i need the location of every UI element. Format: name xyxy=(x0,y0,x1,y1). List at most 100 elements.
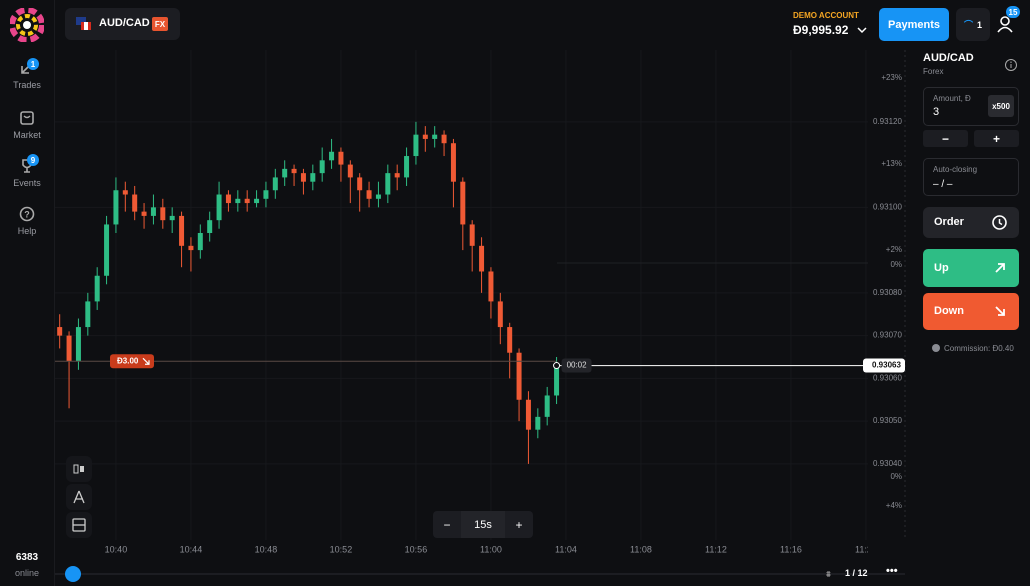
signal-icon: ⌒ xyxy=(963,20,973,30)
x-tick-label: 11:00 xyxy=(480,544,502,554)
x-tick-label: 10:48 xyxy=(255,544,278,554)
payout-label: +23% xyxy=(881,73,902,82)
icon: ? xyxy=(19,206,35,222)
amount-label: Amount, Đ xyxy=(933,94,971,103)
auto-label: Auto-closing xyxy=(933,165,978,174)
profile-badge: 15 xyxy=(1006,6,1020,18)
candle-body xyxy=(460,181,466,225)
info-icon[interactable] xyxy=(1004,58,1018,72)
payments-button[interactable]: Payments xyxy=(879,8,949,41)
payout-label: 0% xyxy=(890,472,902,481)
amount: 3 xyxy=(933,106,940,118)
price-dot xyxy=(553,362,561,370)
chevron[interactable] xyxy=(857,26,867,34)
auto-value: – / – xyxy=(933,179,953,190)
candle-body xyxy=(57,327,63,336)
candle-body xyxy=(85,301,91,328)
trade-amount: Đ3.00 xyxy=(117,356,139,365)
plus-button[interactable]: + xyxy=(974,130,1019,147)
candle-body xyxy=(113,190,119,225)
trade-badge xyxy=(110,354,154,369)
candle-body xyxy=(310,173,316,182)
y-tick-label: 0.93040 xyxy=(873,459,902,468)
auto-closing[interactable]: Auto-closing – / – xyxy=(923,158,1019,196)
candle-body xyxy=(329,151,335,161)
candle-body xyxy=(216,194,222,221)
nav-badge: 9 xyxy=(27,154,39,166)
candle-body xyxy=(516,352,522,400)
timeframe-minus[interactable]: − xyxy=(443,517,451,532)
nav-events[interactable]: Events 9 xyxy=(0,154,54,188)
pager-icon[interactable]: ⩩ xyxy=(826,569,831,579)
candle-body xyxy=(404,156,410,178)
payout-label: +13% xyxy=(881,159,902,168)
down-button[interactable]: Down xyxy=(923,293,1019,330)
candles xyxy=(57,121,560,464)
more-button[interactable]: ••• xyxy=(886,565,898,577)
nav-label: Help xyxy=(17,226,37,236)
sidebar: Trades 1 Market Events 9 ? Help 6383 onl… xyxy=(0,0,55,586)
timeframe-plus[interactable]: + xyxy=(515,517,523,532)
candle-body xyxy=(357,177,363,191)
candle-body xyxy=(132,194,138,212)
tool-candles[interactable] xyxy=(66,456,92,482)
candle-body xyxy=(441,134,447,144)
nav-help[interactable]: ? Help xyxy=(0,204,54,236)
pair-badge: FX xyxy=(152,17,168,31)
candle-body xyxy=(488,271,494,302)
multiplier[interactable]: x500 xyxy=(988,95,1014,117)
candle-body xyxy=(469,224,475,246)
icon xyxy=(20,111,34,125)
y-tick-label: 0.93120 xyxy=(873,117,902,126)
candle-body xyxy=(394,173,400,178)
minus-button[interactable]: − xyxy=(923,130,968,147)
candle-body xyxy=(263,190,269,199)
candle-body xyxy=(141,211,147,216)
tool-layout[interactable] xyxy=(66,512,92,538)
info-icon xyxy=(932,344,940,352)
order-button[interactable]: Order xyxy=(923,207,1019,238)
x-tick-label: 10:44 xyxy=(180,544,203,554)
candle-body xyxy=(66,335,72,362)
payout-label: +4% xyxy=(886,501,902,510)
icon xyxy=(73,464,84,474)
asset-selector[interactable]: AUD/CAD FX xyxy=(65,8,180,40)
x-tick-label: 10:40 xyxy=(105,544,128,554)
nav-market[interactable]: Market xyxy=(0,108,54,140)
amount-field[interactable]: Amount, Đ 3 x500 xyxy=(923,87,1019,126)
down-arrow xyxy=(995,306,1005,316)
icon xyxy=(72,518,86,532)
nav-badge: 1 xyxy=(27,58,39,70)
candle-body xyxy=(94,275,100,302)
logo[interactable] xyxy=(10,8,44,42)
candle-body xyxy=(413,134,419,157)
candle-body xyxy=(366,190,372,199)
x-tick-label: 11:08 xyxy=(630,544,652,554)
nav-label: Events xyxy=(13,178,41,188)
nav-label: Trades xyxy=(13,80,41,90)
timeframe[interactable]: 15s xyxy=(461,511,505,538)
nav-trades[interactable]: Trades 1 xyxy=(0,58,54,90)
candle-body xyxy=(150,207,156,216)
x-tick-label: 11:12 xyxy=(705,544,727,554)
candle-body xyxy=(375,194,381,199)
candle-body xyxy=(254,198,260,204)
scroll-handle[interactable] xyxy=(65,566,81,582)
candle-body xyxy=(450,143,456,182)
signal-count: 1 xyxy=(977,19,983,30)
y-tick-label: 0.93050 xyxy=(873,416,902,425)
x-tick-label: 10:52 xyxy=(330,544,353,554)
balance[interactable]: Đ9,995.92 xyxy=(793,23,849,37)
candle-body xyxy=(432,134,438,139)
tool-draw[interactable] xyxy=(66,484,92,510)
candle-body xyxy=(160,207,166,221)
signals[interactable]: ⌒ 1 xyxy=(956,8,990,41)
candle-body xyxy=(554,365,560,396)
up-button[interactable]: Up xyxy=(923,249,1019,287)
candle-body xyxy=(207,220,213,234)
up-arrow xyxy=(995,263,1005,273)
candle-body xyxy=(507,327,513,353)
candle-body xyxy=(291,168,297,174)
profile-icon[interactable] xyxy=(996,15,1014,33)
